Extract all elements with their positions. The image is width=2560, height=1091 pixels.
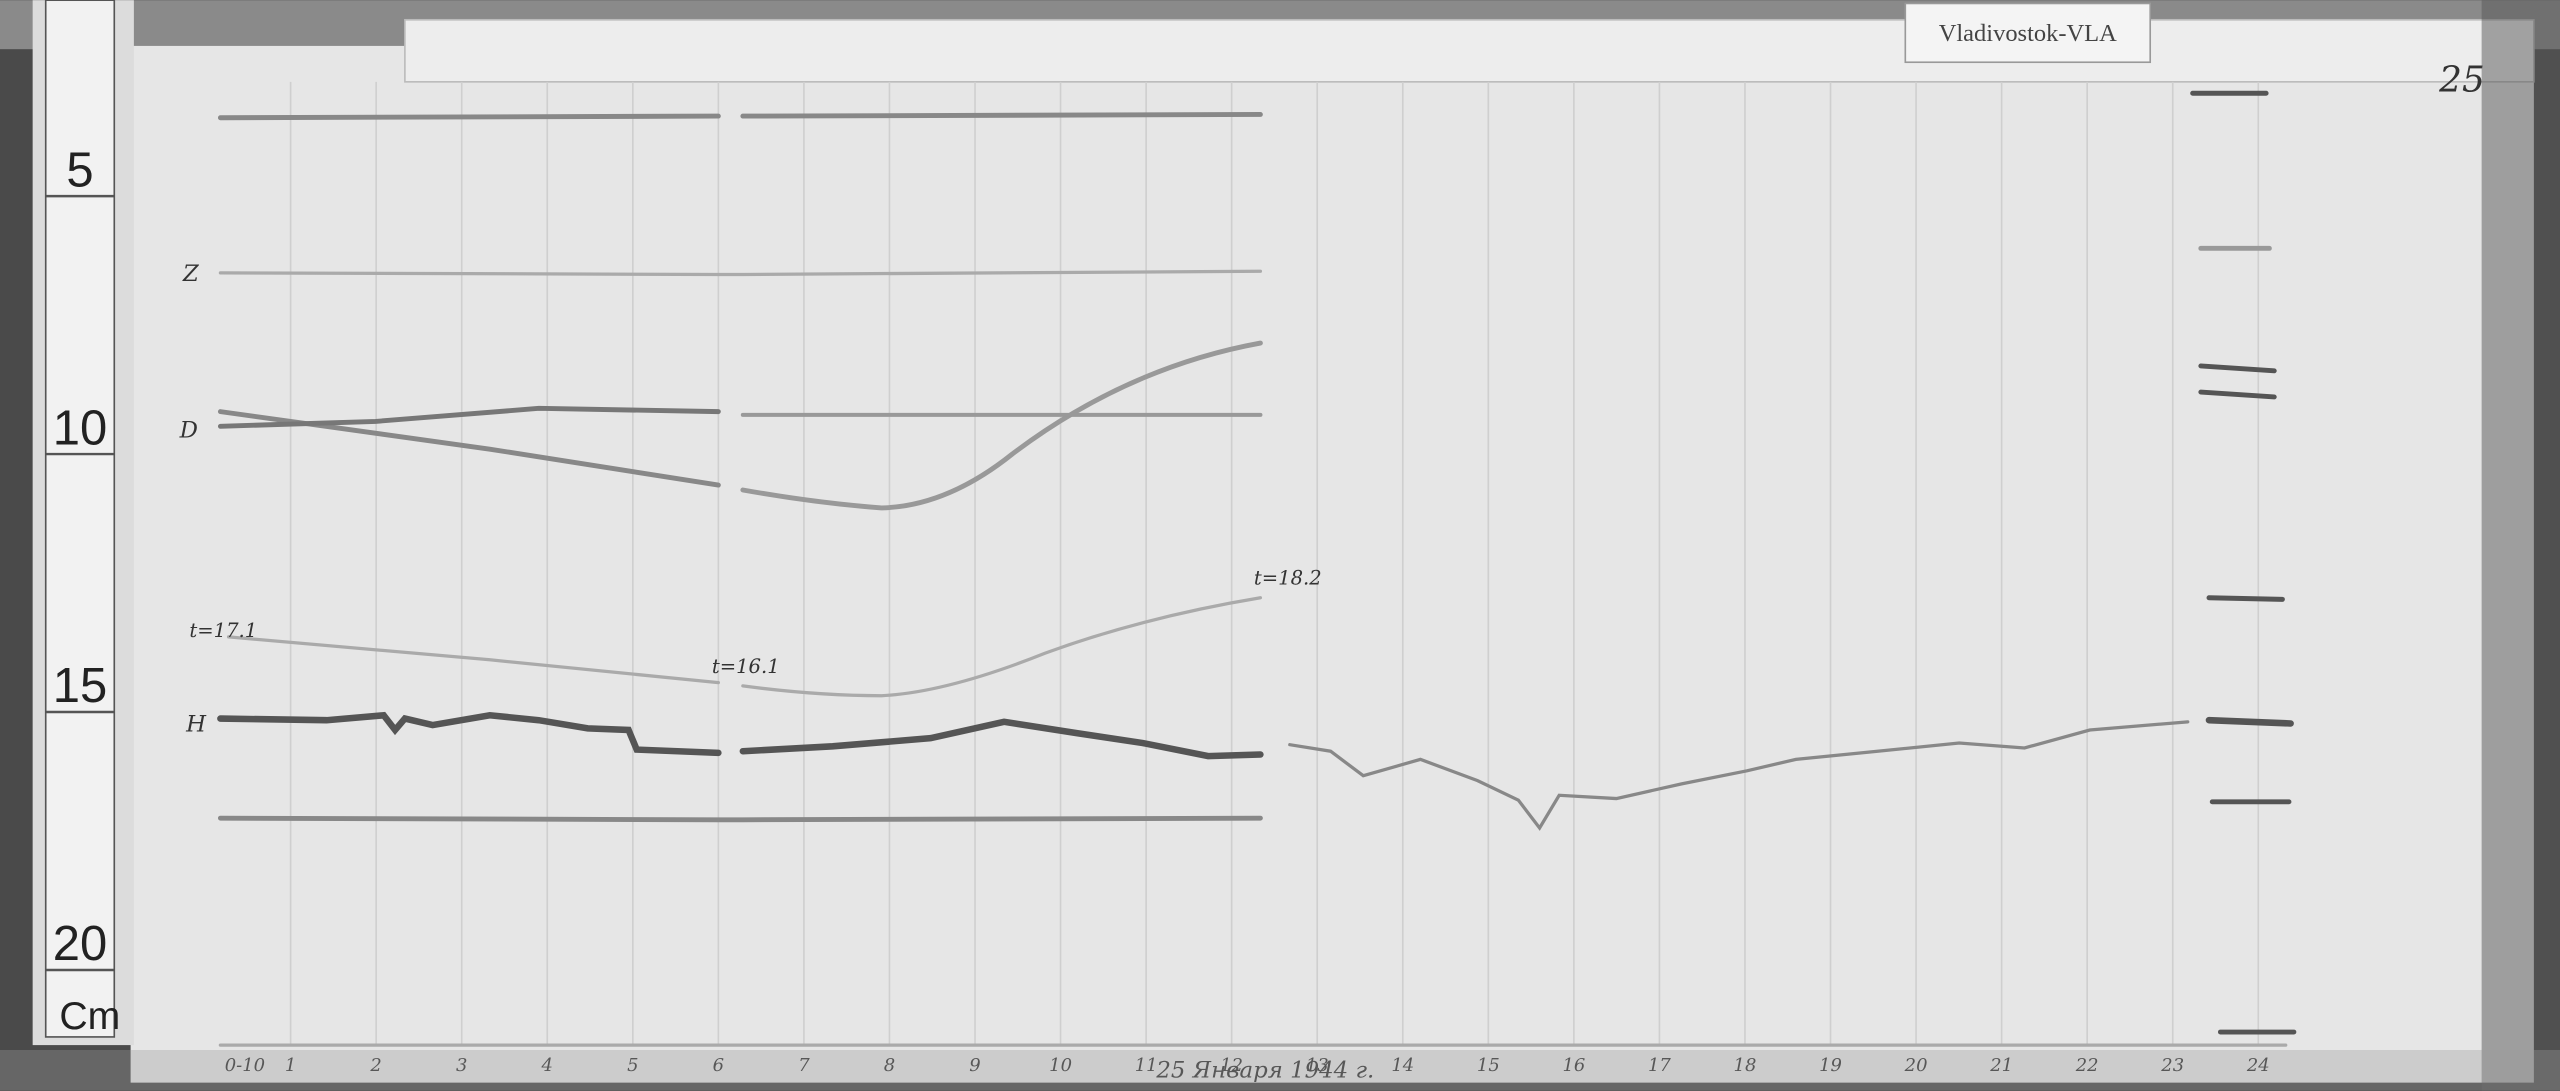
ruler-marks: 5 10 15 20 Cm <box>45 143 120 1038</box>
hour-label: 20 <box>1904 1055 1928 1076</box>
hour-label: 19 <box>1819 1055 1842 1076</box>
hour-label: 16 <box>1562 1055 1585 1076</box>
annotation: t=18.2 <box>1254 567 1322 590</box>
hour-label: 18 <box>1734 1055 1757 1076</box>
ruler-label: 10 <box>53 401 107 455</box>
trace-d <box>740 340 1263 511</box>
hour-label: 0-10 <box>225 1055 265 1076</box>
hour-label: 15 <box>1477 1055 1500 1076</box>
trace-z <box>218 269 1263 277</box>
hour-label: 4 <box>541 1055 553 1076</box>
hour-label: 7 <box>798 1055 810 1076</box>
station-tag <box>1904 2 2152 64</box>
traces <box>217 90 2297 1047</box>
hour-label: 9 <box>969 1055 980 1076</box>
hour-label: 22 <box>2075 1055 2099 1076</box>
ruler-label: 5 <box>66 143 93 197</box>
ruler-label: 15 <box>53 659 107 713</box>
reference-mark <box>2206 595 2285 602</box>
hour-label: 12 <box>1220 1055 1243 1076</box>
trace-label: H <box>185 712 207 738</box>
ruler-unit: Cm <box>59 995 120 1038</box>
reference-marks <box>2190 90 2297 1035</box>
sheet-number: 25 <box>2438 60 2485 101</box>
date: 25 Января 1944 г. <box>1155 1058 1374 1084</box>
trace-label: D <box>179 418 198 444</box>
hour-label: 8 <box>884 1055 895 1076</box>
hour-label: 1 <box>285 1055 296 1076</box>
right-edge <box>2481 0 2560 1091</box>
ruler-label: 20 <box>53 917 107 971</box>
trace-h <box>1288 720 2190 831</box>
trace-label: Z <box>182 261 200 287</box>
hour-label: 24 <box>2246 1055 2270 1076</box>
paper <box>130 45 2534 1083</box>
reference-mark <box>2198 389 2277 400</box>
trace-temperature <box>226 635 720 685</box>
hour-label: 17 <box>1648 1055 1671 1076</box>
trace-baseline <box>217 815 1263 823</box>
hour-label: 14 <box>1391 1055 1414 1076</box>
hour-label: 3 <box>456 1055 467 1076</box>
trace-h <box>217 711 722 757</box>
hour-label: 10 <box>1049 1055 1072 1076</box>
hour-label: 11 <box>1135 1055 1158 1076</box>
trace-zero-line <box>740 112 1263 119</box>
station-label: Vladivostok-VLA <box>1939 20 2117 47</box>
reference-mark <box>2198 363 2277 374</box>
hour-label: 13 <box>1306 1055 1329 1076</box>
reference-mark <box>2205 716 2294 727</box>
bottom-edge <box>0 1049 2560 1091</box>
hour-label: 2 <box>369 1055 381 1076</box>
trace-aux <box>217 405 721 429</box>
trace-h <box>739 718 1264 760</box>
hour-label: 21 <box>1989 1055 2013 1076</box>
annotation: t=16.1 <box>712 655 780 678</box>
hour-grid: 0-10 1 2 3 4 5 6 7 8 9 10 11 12 13 14 15 16 17 18 19 20 21 22 2… <box>225 81 2270 1076</box>
hour-label: 6 <box>713 1055 724 1076</box>
hour-label: 23 <box>2160 1055 2184 1076</box>
trace-zero-line <box>217 113 721 121</box>
ruler <box>44 0 116 1038</box>
trace-temperature <box>741 596 1263 698</box>
hour-label: 5 <box>627 1055 638 1076</box>
annotation: t=17.1 <box>189 619 257 642</box>
top-strip <box>404 18 2535 83</box>
